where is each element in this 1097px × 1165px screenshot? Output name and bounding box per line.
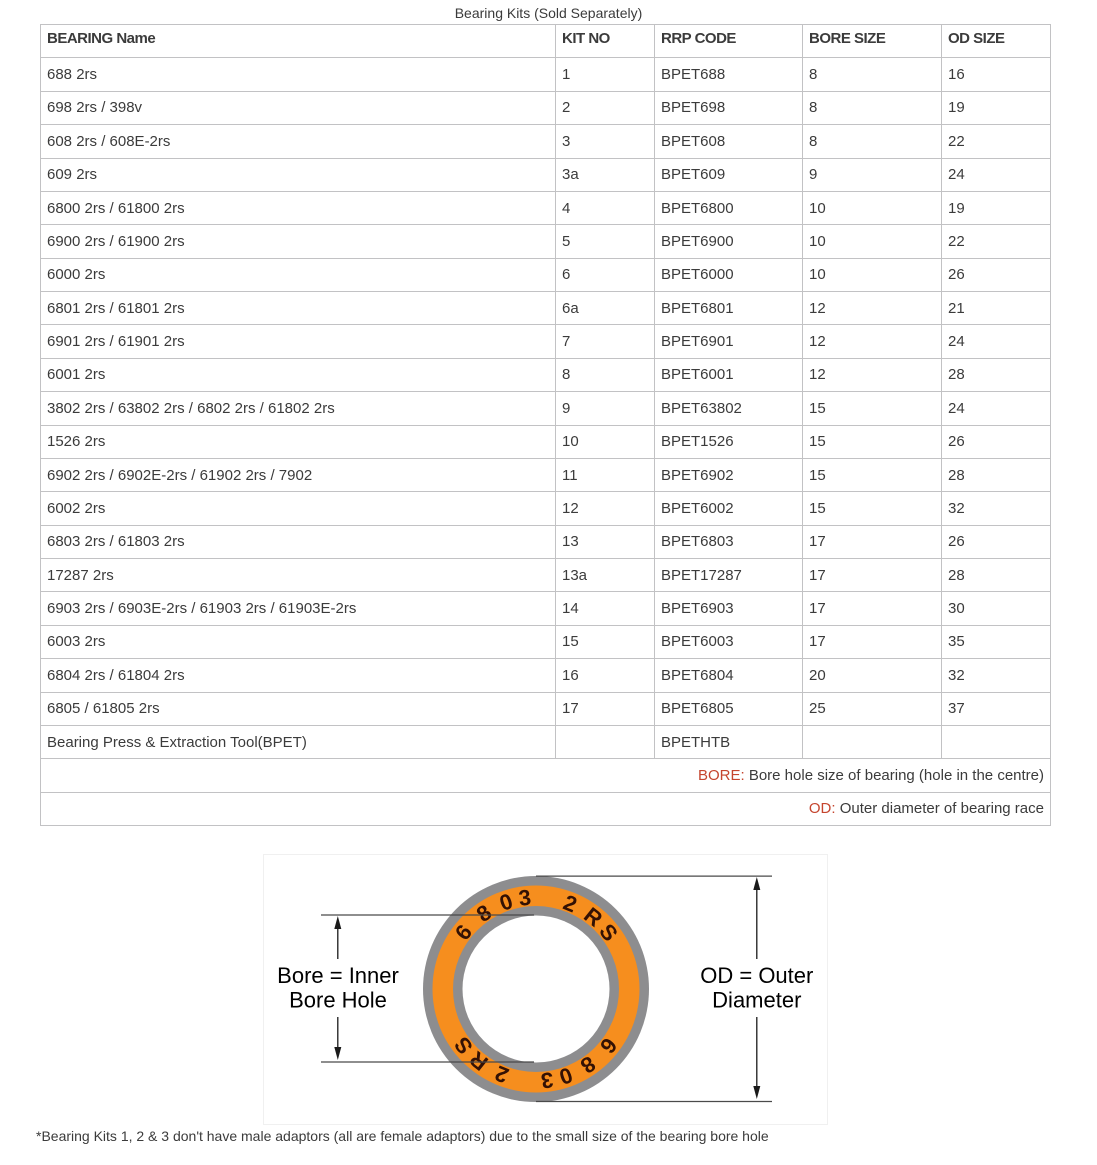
svg-text:3: 3 [517,885,532,911]
svg-text:OD = Outer: OD = Outer [700,963,813,988]
svg-text:3: 3 [540,1067,555,1093]
svg-text:Bore Hole: Bore Hole [289,988,387,1013]
svg-text:Diameter: Diameter [712,988,801,1013]
svg-text:Bore = Inner: Bore = Inner [277,963,399,988]
